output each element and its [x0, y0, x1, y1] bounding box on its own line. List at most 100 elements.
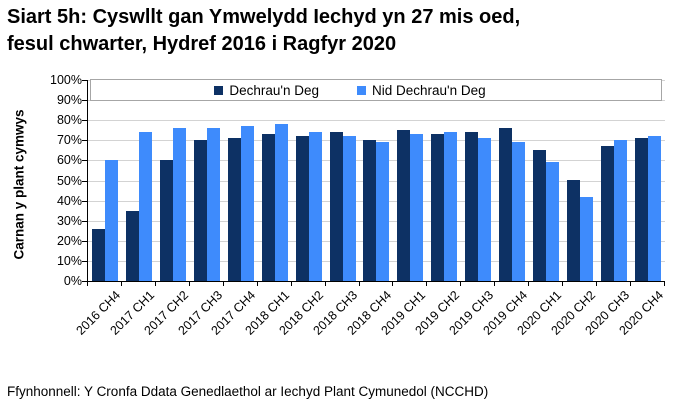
legend-label: Nid Dechrau'n Deg — [372, 82, 486, 98]
bar-nid-dechraun-deg-2020-ch3 — [614, 140, 628, 281]
gridline-80 — [88, 120, 665, 121]
bar-dechraun-deg-2020-ch2 — [567, 180, 581, 281]
bar-group-2019-ch3 — [461, 80, 495, 281]
legend-swatch-dark — [214, 85, 224, 95]
y-tick-mark — [82, 181, 87, 182]
y-tick-mark — [82, 140, 87, 141]
y-tick-label-60: 60% — [56, 153, 82, 168]
bar-nid-dechraun-deg-2017-ch1 — [138, 132, 152, 281]
bar-dechraun-deg-2019-ch3 — [465, 132, 479, 281]
chart-title-line1: Siart 5h: Cyswllt gan Ymwelydd Iechyd yn… — [7, 6, 521, 28]
bar-dechraun-deg-2019-ch4 — [499, 128, 513, 281]
y-tick-label-100: 100% — [50, 73, 82, 87]
bar-dechraun-deg-2018-ch1 — [261, 134, 275, 281]
y-tick-label-80: 80% — [56, 113, 82, 128]
bar-group-2019-ch4 — [495, 80, 529, 281]
bar-dechraun-deg-2020-ch3 — [601, 146, 615, 281]
y-tick-label-90: 90% — [56, 93, 82, 108]
bar-group-2017-ch3 — [190, 80, 224, 281]
x-tick-mark — [494, 282, 495, 286]
y-tick-mark — [82, 201, 87, 202]
bar-dechraun-deg-2019-ch2 — [431, 134, 445, 281]
bar-group-2020-ch3 — [597, 80, 631, 281]
chart-title-line2: fesul chwarter, Hydref 2016 i Ragfyr 202… — [7, 33, 397, 55]
y-tick-mark — [82, 100, 87, 101]
legend-swatch-light — [357, 85, 366, 95]
x-tick-mark — [257, 282, 258, 286]
x-tick-mark — [392, 282, 393, 286]
bar-nid-dechraun-deg-2017-ch3 — [206, 128, 220, 281]
y-tick-mark — [82, 80, 87, 81]
x-tick-mark — [528, 282, 529, 286]
legend: Dechrau'n Deg Nid Dechrau'n Deg — [90, 79, 662, 101]
y-axis-title: Carnan y plant cymwys — [11, 109, 27, 260]
bar-group-2017-ch1 — [122, 80, 156, 281]
bar-nid-dechraun-deg-2018-ch1 — [274, 124, 288, 281]
bar-dechraun-deg-2018-ch3 — [329, 132, 343, 281]
y-tick-mark — [82, 281, 87, 282]
bar-nid-dechraun-deg-2020-ch2 — [580, 197, 594, 281]
bar-nid-dechraun-deg-2017-ch4 — [240, 126, 254, 281]
bar-group-2018-ch4 — [360, 80, 394, 281]
y-tick-label-10: 10% — [56, 253, 82, 268]
y-tick-mark — [82, 160, 87, 161]
chart-title: Siart 5h: Cyswllt gan Ymwelydd Iechyd yn… — [7, 4, 520, 58]
bar-nid-dechraun-deg-2018-ch3 — [342, 136, 356, 281]
bar-dechraun-deg-2017-ch2 — [159, 160, 173, 281]
bar-nid-dechraun-deg-2019-ch3 — [478, 138, 492, 281]
bar-nid-dechraun-deg-2020-ch4 — [647, 136, 661, 281]
bar-dechraun-deg-2016-ch4 — [91, 229, 105, 281]
bar-series-container — [88, 80, 665, 281]
legend-entry-nid-dechraun-deg: Nid Dechrau'n Deg — [357, 83, 486, 98]
bar-group-2017-ch2 — [156, 80, 190, 281]
x-tick-mark — [325, 282, 326, 286]
x-tick-mark — [359, 282, 360, 286]
bar-nid-dechraun-deg-2019-ch1 — [410, 134, 424, 281]
x-tick-mark — [223, 282, 224, 286]
bar-dechraun-deg-2020-ch4 — [634, 138, 648, 281]
bar-group-2020-ch4 — [631, 80, 665, 281]
bar-dechraun-deg-2019-ch1 — [397, 130, 411, 281]
bar-dechraun-deg-2017-ch3 — [193, 140, 207, 281]
bar-dechraun-deg-2017-ch1 — [125, 211, 139, 281]
y-tick-label-30: 30% — [56, 213, 82, 228]
x-tick-mark — [460, 282, 461, 286]
y-tick-mark — [82, 120, 87, 121]
bar-group-2020-ch1 — [529, 80, 563, 281]
bar-nid-dechraun-deg-2019-ch2 — [444, 132, 458, 281]
bar-group-2020-ch2 — [563, 80, 597, 281]
legend-entry-dechraun-deg: Dechrau'n Deg — [214, 83, 319, 98]
bar-nid-dechraun-deg-2018-ch4 — [376, 142, 390, 281]
x-tick-mark — [87, 282, 88, 286]
bar-group-2017-ch4 — [224, 80, 258, 281]
bar-dechraun-deg-2018-ch4 — [363, 140, 377, 281]
y-tick-label-70: 70% — [56, 133, 82, 148]
x-tick-mark — [189, 282, 190, 286]
bar-dechraun-deg-2020-ch1 — [533, 150, 547, 281]
x-tick-mark — [596, 282, 597, 286]
y-tick-label-0: 0% — [63, 274, 82, 288]
gridline-70 — [88, 140, 665, 141]
x-tick-mark — [426, 282, 427, 286]
bar-nid-dechraun-deg-2018-ch2 — [308, 132, 322, 281]
bar-group-2019-ch2 — [427, 80, 461, 281]
bar-dechraun-deg-2018-ch2 — [295, 136, 309, 281]
bar-nid-dechraun-deg-2020-ch1 — [546, 162, 560, 281]
x-tick-mark — [291, 282, 292, 286]
x-tick-mark — [562, 282, 563, 286]
y-tick-mark — [82, 261, 87, 262]
source-note: Ffynhonnell: Y Cronfa Ddata Genedlaethol… — [7, 384, 489, 399]
bar-group-2018-ch2 — [292, 80, 326, 281]
bar-dechraun-deg-2017-ch4 — [227, 138, 241, 281]
x-tick-mark — [121, 282, 122, 286]
legend-label: Dechrau'n Deg — [229, 82, 319, 98]
bar-nid-dechraun-deg-2017-ch2 — [172, 128, 186, 281]
y-tick-label-20: 20% — [56, 233, 82, 248]
bar-nid-dechraun-deg-2016-ch4 — [104, 160, 118, 281]
x-tick-mark — [664, 282, 665, 286]
bar-nid-dechraun-deg-2019-ch4 — [512, 142, 526, 281]
bar-group-2018-ch1 — [258, 80, 292, 281]
y-tick-label-50: 50% — [56, 173, 82, 188]
x-tick-mark — [630, 282, 631, 286]
